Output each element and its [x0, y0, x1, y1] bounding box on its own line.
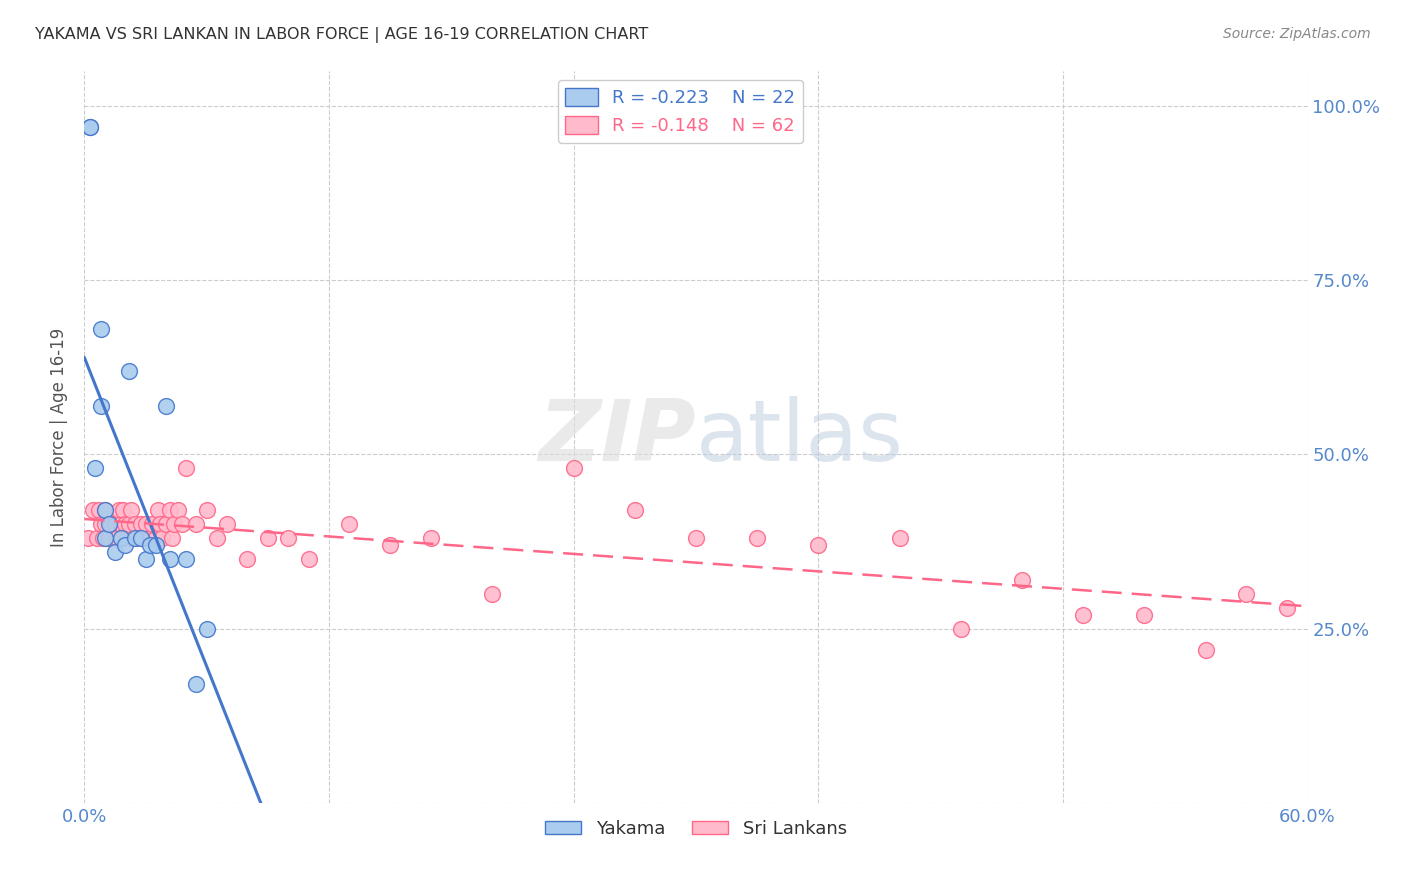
Point	[91, 531, 114, 545]
Point	[277, 531, 299, 545]
Point	[90, 517, 112, 532]
Point	[889, 531, 911, 545]
Point	[217, 517, 239, 532]
Point	[257, 531, 280, 545]
Point	[950, 622, 973, 636]
Point	[90, 322, 112, 336]
Point	[1073, 607, 1095, 622]
Point	[127, 531, 149, 545]
Point	[159, 552, 181, 566]
Point	[110, 531, 132, 545]
Point	[114, 538, 136, 552]
Point	[1195, 642, 1218, 657]
Point	[93, 503, 115, 517]
Legend: Yakama, Sri Lankans: Yakama, Sri Lankans	[538, 813, 853, 845]
Point	[150, 531, 173, 545]
Point	[747, 531, 769, 545]
Point	[108, 503, 131, 517]
Point	[298, 552, 321, 566]
Point	[481, 587, 503, 601]
Point	[160, 531, 183, 545]
Text: Source: ZipAtlas.com: Source: ZipAtlas.com	[1223, 27, 1371, 41]
Text: atlas: atlas	[696, 395, 904, 479]
Point	[104, 545, 127, 559]
Point	[172, 517, 194, 532]
Point	[132, 531, 155, 545]
Point	[1011, 573, 1033, 587]
Point	[124, 531, 146, 545]
Point	[159, 503, 181, 517]
Point	[112, 503, 135, 517]
Point	[93, 531, 115, 545]
Point	[186, 677, 208, 691]
Point	[1133, 607, 1156, 622]
Point	[138, 538, 160, 552]
Point	[420, 531, 443, 545]
Point	[155, 399, 177, 413]
Point	[167, 503, 190, 517]
Point	[138, 531, 160, 545]
Point	[135, 517, 157, 532]
Point	[93, 517, 115, 532]
Point	[146, 503, 169, 517]
Point	[195, 622, 218, 636]
Point	[86, 531, 108, 545]
Point	[93, 503, 115, 517]
Point	[104, 517, 127, 532]
Point	[131, 517, 153, 532]
Point	[97, 517, 120, 532]
Point	[100, 517, 122, 532]
Point	[205, 531, 228, 545]
Point	[145, 538, 167, 552]
Point	[155, 517, 177, 532]
Point	[115, 531, 138, 545]
Point	[141, 517, 163, 532]
Point	[186, 517, 208, 532]
Point	[79, 120, 101, 134]
Point	[97, 531, 120, 545]
Point	[118, 364, 141, 378]
Point	[1277, 600, 1299, 615]
Point	[195, 503, 218, 517]
Point	[174, 552, 197, 566]
Text: YAKAMA VS SRI LANKAN IN LABOR FORCE | AGE 16-19 CORRELATION CHART: YAKAMA VS SRI LANKAN IN LABOR FORCE | AG…	[35, 27, 648, 43]
Point	[807, 538, 830, 552]
Text: ZIP: ZIP	[538, 395, 696, 479]
Point	[624, 503, 647, 517]
Point	[77, 531, 100, 545]
Point	[105, 531, 128, 545]
Point	[163, 517, 186, 532]
Point	[83, 461, 105, 475]
Point	[118, 517, 141, 532]
Point	[90, 399, 112, 413]
Point	[149, 517, 172, 532]
Point	[145, 531, 167, 545]
Point	[82, 503, 104, 517]
Point	[339, 517, 361, 532]
Point	[110, 517, 132, 532]
Point	[87, 503, 110, 517]
Point	[114, 517, 136, 532]
Point	[124, 517, 146, 532]
Point	[131, 531, 153, 545]
Point	[135, 552, 157, 566]
Point	[380, 538, 402, 552]
Point	[120, 503, 142, 517]
Y-axis label: In Labor Force | Age 16-19: In Labor Force | Age 16-19	[51, 327, 69, 547]
Point	[685, 531, 707, 545]
Point	[79, 120, 101, 134]
Point	[174, 461, 197, 475]
Point	[236, 552, 259, 566]
Point	[1236, 587, 1258, 601]
Point	[562, 461, 585, 475]
